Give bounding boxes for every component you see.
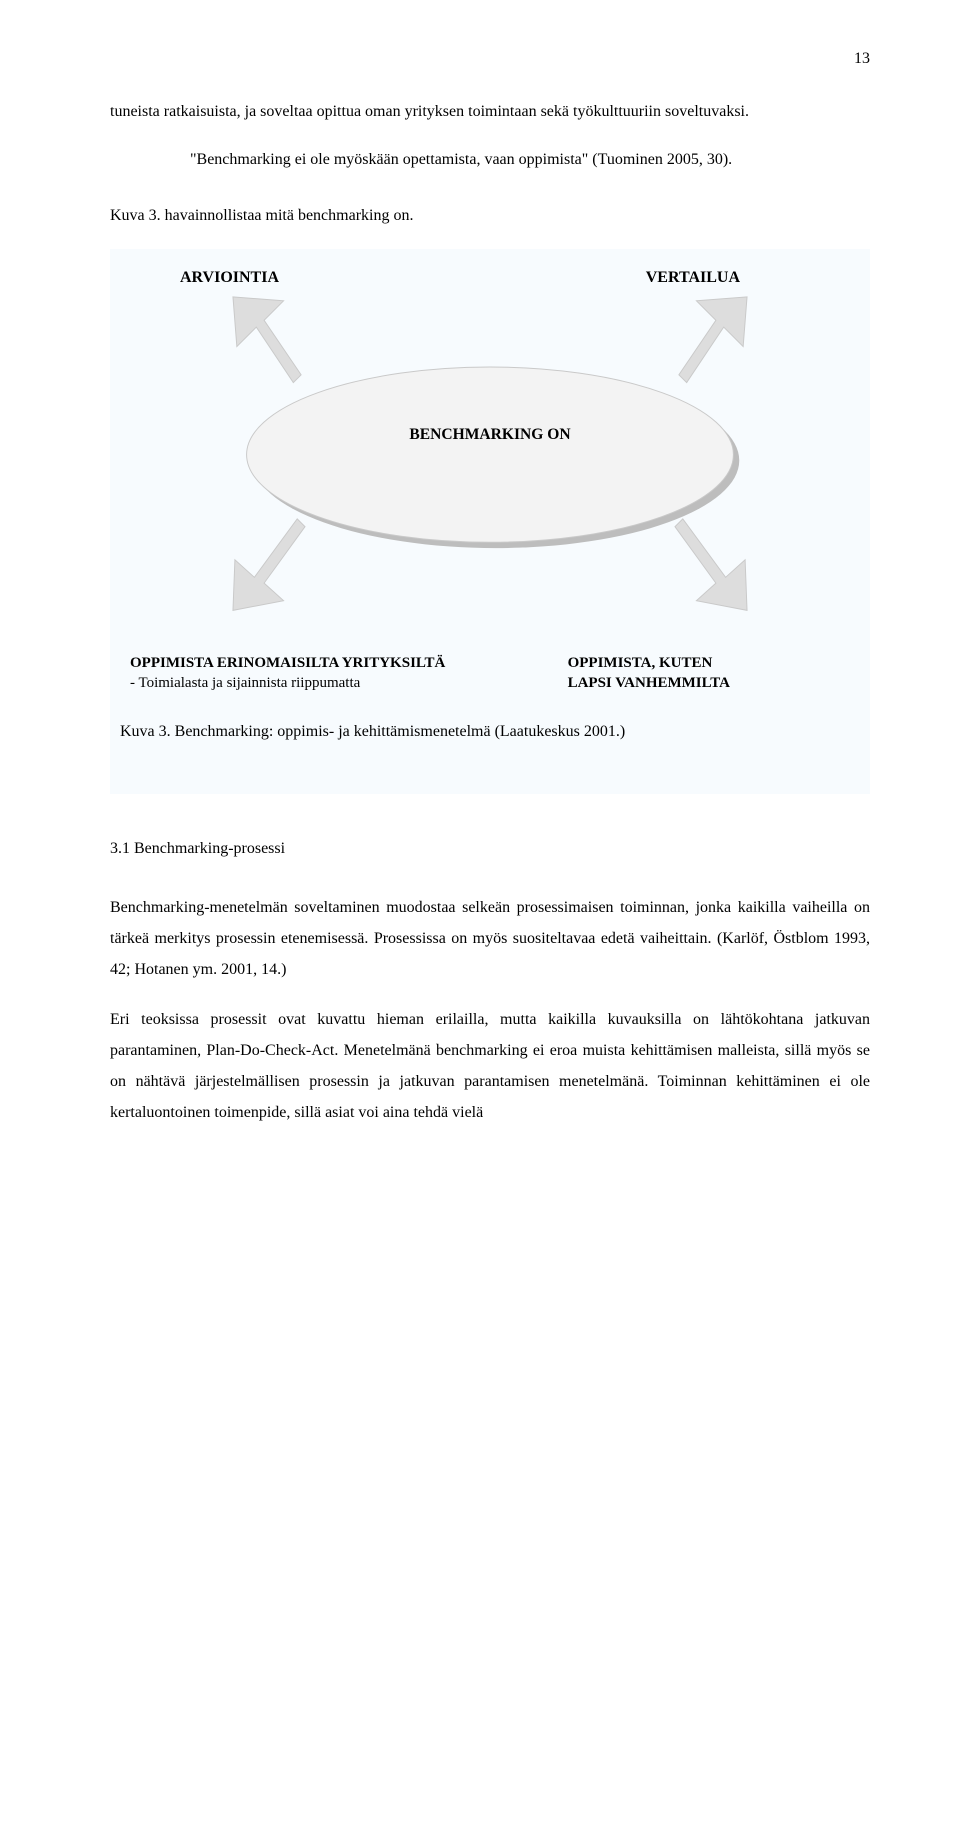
diagram-bottom-labels: OPPIMISTA ERINOMAISILTA YRITYKSILTÄ - To… bbox=[120, 648, 860, 693]
arrow-top-right bbox=[679, 297, 747, 383]
diagram-center-label: BENCHMARKING ON bbox=[409, 426, 571, 443]
ellipse-main bbox=[247, 367, 734, 542]
section-heading: 3.1 Benchmarking-prosessi bbox=[110, 834, 870, 864]
paragraph-1: Benchmarking-menetelmän soveltaminen muo… bbox=[110, 892, 870, 986]
pre-diagram-text: Kuva 3. havainnollistaa mitä benchmarkin… bbox=[110, 200, 870, 231]
diagram-bl-line2: - Toimialasta ja sijainnista riippumatta bbox=[130, 674, 548, 694]
intro-paragraph: tuneista ratkaisuista, ja soveltaa opitt… bbox=[110, 96, 870, 127]
diagram-label-vertailua: VERTAILUA bbox=[646, 269, 740, 287]
quote-text: "Benchmarking ei ole myöskään opettamist… bbox=[190, 145, 870, 175]
diagram-bottom-right: OPPIMISTA, KUTEN LAPSI VANHEMMILTA bbox=[568, 654, 870, 693]
diagram-svg: BENCHMARKING ON bbox=[120, 293, 860, 644]
diagram-label-arviointia: ARVIOINTIA bbox=[180, 269, 279, 287]
arrow-bottom-right bbox=[675, 519, 747, 611]
page: 13 tuneista ratkaisuista, ja soveltaa op… bbox=[0, 0, 960, 1186]
diagram-br-line1: OPPIMISTA, KUTEN bbox=[568, 654, 870, 674]
diagram-br-line2: LAPSI VANHEMMILTA bbox=[568, 674, 870, 694]
diagram: ARVIOINTIA VERTAILUA bbox=[110, 249, 870, 794]
paragraph-2: Eri teoksissa prosessit ovat kuvattu hie… bbox=[110, 1004, 870, 1129]
diagram-top-labels: ARVIOINTIA VERTAILUA bbox=[120, 269, 860, 293]
diagram-bottom-left: OPPIMISTA ERINOMAISILTA YRITYKSILTÄ - To… bbox=[130, 654, 568, 693]
quote-block: "Benchmarking ei ole myöskään opettamist… bbox=[110, 145, 870, 175]
diagram-bl-line1: OPPIMISTA ERINOMAISILTA YRITYKSILTÄ bbox=[130, 654, 548, 674]
diagram-background: ARVIOINTIA VERTAILUA bbox=[110, 249, 870, 794]
arrow-top-left bbox=[233, 297, 301, 383]
arrow-bottom-left bbox=[233, 519, 305, 611]
diagram-caption: Kuva 3. Benchmarking: oppimis- ja kehitt… bbox=[120, 717, 860, 747]
page-number: 13 bbox=[110, 50, 870, 68]
